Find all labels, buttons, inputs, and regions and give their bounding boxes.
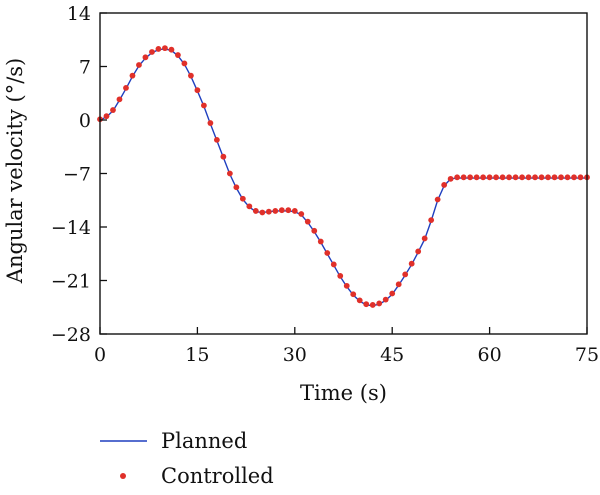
x-tick-label: 75 xyxy=(575,344,599,366)
y-tick-label: −21 xyxy=(51,271,91,293)
plot-frame xyxy=(99,12,588,335)
data-point-controlled xyxy=(519,174,525,181)
data-point-controlled xyxy=(298,211,305,217)
data-point-controlled xyxy=(188,72,194,79)
data-point-controlled xyxy=(142,54,149,61)
data-point-controlled xyxy=(278,207,285,214)
x-axis-ticks: 0 15 30 45 60 75 xyxy=(94,327,599,366)
data-point-controlled xyxy=(304,218,311,225)
data-point-controlled xyxy=(337,273,344,279)
data-point-controlled xyxy=(200,102,207,109)
y-tick-label: −14 xyxy=(51,217,91,239)
data-point-controlled xyxy=(486,174,493,181)
data-point-controlled xyxy=(168,46,175,53)
data-point-controlled xyxy=(577,174,584,181)
data-point-controlled xyxy=(356,297,363,304)
data-point-controlled xyxy=(220,153,227,160)
data-point-controlled xyxy=(408,260,415,267)
data-point-controlled xyxy=(480,174,487,181)
data-point-controlled xyxy=(252,208,259,214)
data-point-controlled xyxy=(532,174,538,181)
data-point-controlled xyxy=(116,96,123,103)
y-axis-ticks: 14 7 0 −7 −14 −21 −28 xyxy=(51,3,107,346)
data-point-controlled xyxy=(545,174,551,181)
data-point-controlled xyxy=(506,174,512,181)
plot-content xyxy=(97,45,590,308)
x-axis-title: Time (s) xyxy=(300,381,387,405)
data-point-controlled xyxy=(441,182,448,188)
data-point-controlled xyxy=(558,174,564,181)
data-point-controlled xyxy=(324,250,331,256)
data-point-controlled xyxy=(376,300,383,307)
data-point-controlled xyxy=(350,291,357,298)
data-point-controlled xyxy=(272,208,279,214)
legend-swatch-controlled xyxy=(120,473,126,479)
y-tick-label: −7 xyxy=(63,164,91,186)
data-point-controlled xyxy=(123,85,129,91)
data-point-controlled xyxy=(493,174,499,181)
data-point-controlled xyxy=(551,174,558,181)
data-point-controlled xyxy=(499,174,506,181)
data-point-controlled xyxy=(259,209,266,216)
data-point-controlled xyxy=(129,72,136,79)
data-point-controlled xyxy=(246,203,253,210)
data-point-controlled xyxy=(136,62,142,68)
y-tick-label: −28 xyxy=(51,324,91,346)
x-tick-label: 60 xyxy=(478,344,502,366)
data-point-controlled xyxy=(181,60,188,67)
data-point-controlled xyxy=(421,235,428,242)
data-point-controlled xyxy=(460,174,467,181)
y-tick-label: 14 xyxy=(67,3,91,25)
data-point-controlled xyxy=(389,290,396,297)
data-point-controlled xyxy=(155,46,162,52)
data-point-controlled xyxy=(512,174,519,181)
data-point-controlled xyxy=(564,174,571,181)
data-point-controlled xyxy=(207,120,214,126)
data-point-controlled xyxy=(330,261,337,268)
data-point-controlled xyxy=(395,281,402,288)
legend: Planned Controlled xyxy=(100,429,274,488)
data-point-controlled xyxy=(149,49,155,55)
x-tick-label: 30 xyxy=(283,344,307,366)
data-point-controlled xyxy=(415,248,422,255)
data-point-controlled xyxy=(343,282,350,289)
data-point-controlled xyxy=(175,52,181,58)
data-point-controlled xyxy=(363,301,370,308)
data-point-controlled xyxy=(239,195,246,202)
data-point-controlled xyxy=(467,174,474,181)
data-point-controlled xyxy=(382,296,389,303)
data-point-controlled xyxy=(285,207,292,214)
y-axis-title: Angular velocity (°/s) xyxy=(3,58,27,284)
data-point-controlled xyxy=(571,174,577,181)
data-point-controlled xyxy=(162,45,168,52)
data-point-controlled xyxy=(265,208,272,215)
data-point-controlled xyxy=(454,174,461,181)
data-point-controlled xyxy=(311,227,318,234)
y-tick-label: 0 xyxy=(79,110,91,132)
data-point-controlled xyxy=(447,175,454,182)
data-point-controlled xyxy=(110,107,116,113)
y-tick-label: 7 xyxy=(79,57,91,79)
x-tick-label: 0 xyxy=(94,344,106,366)
data-point-controlled xyxy=(428,217,435,224)
data-point-controlled xyxy=(233,184,240,191)
data-point-controlled xyxy=(402,271,409,278)
data-point-controlled xyxy=(473,174,480,181)
legend-label-planned: Planned xyxy=(161,429,247,453)
data-point-controlled xyxy=(194,87,201,94)
data-point-controlled xyxy=(317,238,324,245)
data-point-controlled xyxy=(434,196,441,203)
data-point-controlled xyxy=(369,302,376,308)
data-point-controlled xyxy=(291,208,298,214)
data-point-controlled xyxy=(213,136,220,143)
legend-label-controlled: Controlled xyxy=(161,464,274,488)
data-point-controlled xyxy=(525,174,532,181)
data-point-controlled xyxy=(538,174,545,181)
data-point-controlled xyxy=(103,113,110,120)
x-tick-label: 15 xyxy=(185,344,209,366)
series-line-planned xyxy=(99,48,587,307)
x-tick-label: 45 xyxy=(380,344,404,366)
data-point-controlled xyxy=(226,170,233,177)
